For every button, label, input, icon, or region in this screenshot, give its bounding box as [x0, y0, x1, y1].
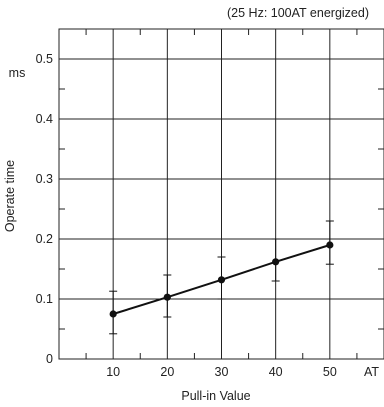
- x-tick-label: 40: [269, 365, 283, 379]
- tick-labels: 10 20 30 40 50 0 0.1 0.2 0.3 0.4 0.5: [36, 52, 337, 379]
- x-tick-label: 50: [323, 365, 337, 379]
- minor-ticks: [59, 28, 384, 359]
- y-tick-label: 0: [46, 352, 53, 366]
- y-unit-label: ms: [9, 66, 26, 80]
- data-point: [272, 258, 280, 266]
- data-points: [109, 241, 334, 318]
- data-point: [163, 293, 171, 301]
- grid: [59, 29, 384, 359]
- y-tick-label: 0.3: [36, 172, 53, 186]
- y-tick-label: 0.4: [36, 112, 53, 126]
- y-tick-label: 0.5: [36, 52, 53, 66]
- x-axis-label: Pull-in Value: [181, 389, 250, 403]
- y-tick-label: 0.2: [36, 232, 53, 246]
- x-tick-label: 30: [215, 365, 229, 379]
- x-tick-label: 20: [160, 365, 174, 379]
- y-tick-label: 0.1: [36, 292, 53, 306]
- x-tick-label: 10: [106, 365, 120, 379]
- chart-title: (25 Hz: 100AT energized): [227, 6, 369, 20]
- y-axis-label: Operate time: [3, 160, 17, 232]
- data-point: [217, 276, 226, 284]
- plot-frame: [58, 28, 384, 360]
- data-point: [109, 310, 117, 318]
- x-unit-label: AT: [364, 365, 379, 379]
- data-point: [326, 241, 334, 249]
